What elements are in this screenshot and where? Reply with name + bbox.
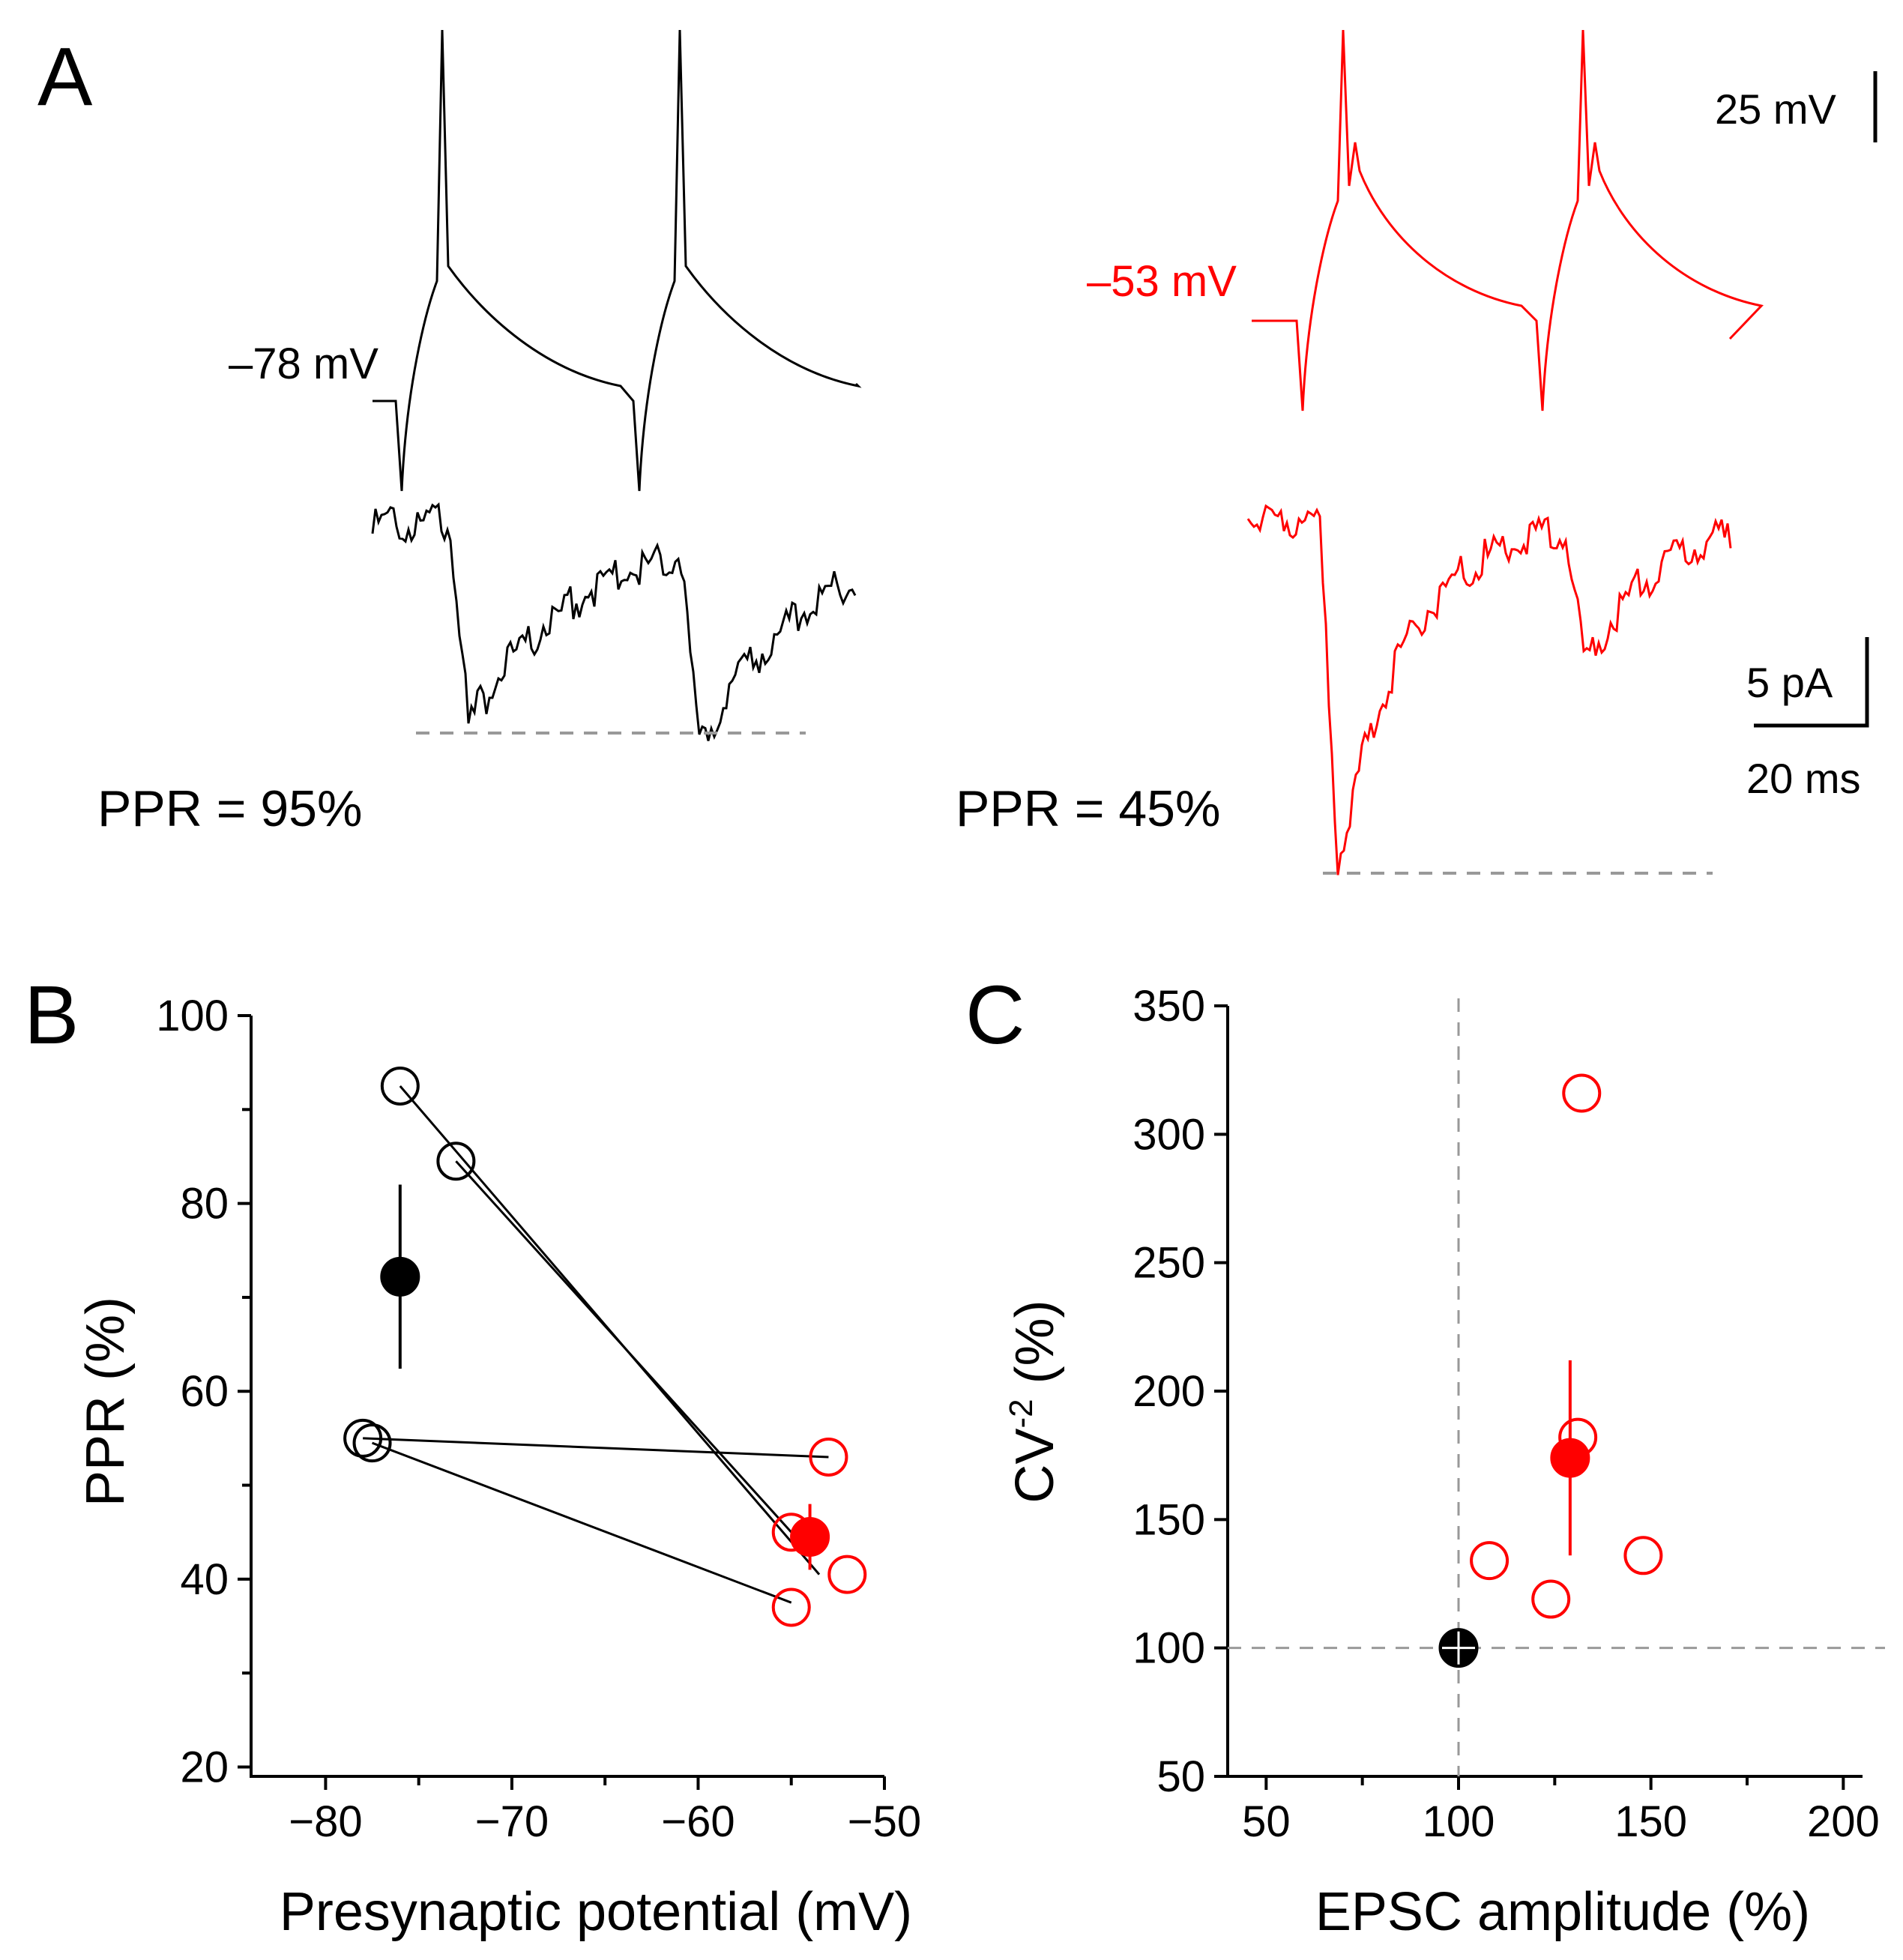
panel-b-y-title: PPR (%) (76, 1297, 136, 1507)
left-ppr-label: PPR = 95% (97, 780, 362, 837)
panel-c-y-title-main: CV (1005, 1429, 1065, 1504)
panel-c-ticks: 50 100 150 200 50 100 150 200 250 300 350 (1133, 982, 1880, 1846)
y-tick-label: 100 (156, 992, 229, 1040)
panel-c: C 50 100 150 200 50 100 150 200 250 300 350 EPSC a… (965, 969, 1885, 1942)
data-marker-depolarized (1562, 1073, 1602, 1113)
y-tick-label: 100 (1133, 1624, 1205, 1673)
y-tick-label: 350 (1133, 982, 1205, 1031)
x-tick-label: −60 (661, 1797, 735, 1846)
x-tick-label: −50 (848, 1797, 921, 1846)
y-tick-label: 20 (180, 1743, 229, 1791)
data-marker-control (380, 1066, 420, 1106)
panel-c-y-title: CV-2 (%) (1003, 1300, 1065, 1503)
paired-line (455, 1160, 792, 1534)
panel-c-letter: C (965, 969, 1025, 1061)
y-tick-label: 150 (1133, 1495, 1205, 1544)
x-tick-label: −80 (289, 1797, 362, 1846)
x-tick-label: 150 (1614, 1797, 1687, 1846)
panel-b-letter: B (24, 969, 79, 1061)
time-scale-label: 20 ms (1746, 755, 1861, 802)
paired-line (372, 1441, 792, 1604)
data-marker-control (352, 1423, 392, 1463)
data-marker-depolarized (1623, 1536, 1663, 1575)
y-tick-label: 60 (180, 1367, 229, 1416)
data-marker-depolarized (771, 1587, 811, 1627)
y-tick-label: 80 (180, 1180, 229, 1228)
current-scale-label: 5 pA (1746, 659, 1833, 706)
right-voltage-label: –53 mV (1087, 257, 1237, 306)
right-voltage-trace (1252, 29, 1764, 411)
y-tick-label: 300 (1133, 1110, 1205, 1159)
x-tick-label: 100 (1423, 1797, 1495, 1846)
data-marker-depolarized (809, 1437, 848, 1477)
right-ppr-label: PPR = 45% (956, 780, 1220, 837)
panel-b-paired-lines (363, 1085, 829, 1604)
data-marker-control (436, 1142, 476, 1181)
y-tick-label: 40 (180, 1555, 229, 1604)
data-marker-depolarized (827, 1555, 867, 1594)
x-tick-label: −70 (475, 1797, 549, 1846)
mean-marker-depolarized_mean (790, 1516, 830, 1557)
panel-b-ticks: −80 −70 −60 −50 20 40 60 80 100 (156, 992, 921, 1846)
left-voltage-trace (373, 29, 862, 492)
voltage-scale-label: 25 mV (1715, 85, 1836, 133)
left-current-trace (371, 502, 857, 741)
panel-c-y-title-sup: -2 (1003, 1399, 1040, 1428)
mean-marker-depolarized_mean (1550, 1438, 1590, 1478)
panel-c-y-title-tail: (%) (1005, 1300, 1065, 1399)
panel-c-x-title: EPSC amplitude (%) (1315, 1882, 1810, 1942)
left-voltage-label: –78 mV (229, 340, 379, 388)
y-tick-label: 250 (1133, 1239, 1205, 1288)
y-tick-label: 50 (1156, 1752, 1205, 1801)
x-tick-label: 200 (1807, 1797, 1880, 1846)
current-time-scale-bar (1754, 637, 1869, 728)
panel-c-reference-lines (1228, 998, 1885, 1776)
data-marker-depolarized (1531, 1579, 1571, 1619)
panel-b-markers (343, 1066, 867, 1627)
panel-c-markers (1438, 1073, 1663, 1668)
paired-line (363, 1437, 829, 1459)
data-marker-depolarized (1470, 1541, 1510, 1581)
x-tick-label: 50 (1242, 1797, 1291, 1846)
mean-marker-control_mean (380, 1256, 420, 1297)
panel-b-x-title: Presynaptic potential (mV) (280, 1882, 912, 1942)
panel-b: B −80 −70 −60 −50 20 40 60 80 100 Presynaptic po… (24, 969, 921, 1942)
data-marker-control (343, 1418, 383, 1458)
right-current-trace (1246, 504, 1732, 875)
panel-a-letter: A (37, 31, 93, 123)
y-tick-label: 200 (1133, 1367, 1205, 1416)
panel-a: A –78 mV PPR = 95% –53 mV PPR = 45% 25 m… (37, 29, 1878, 875)
